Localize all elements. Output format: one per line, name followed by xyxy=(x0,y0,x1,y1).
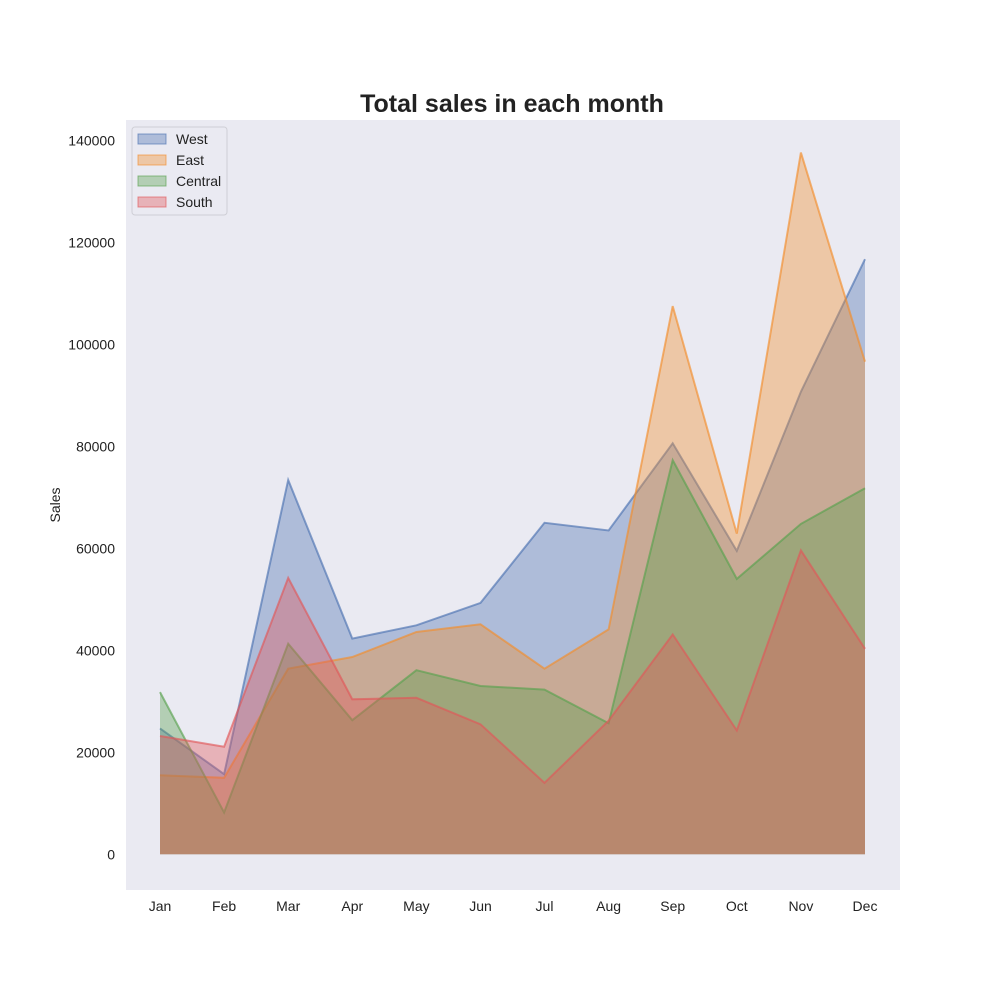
y-tick-label: 120000 xyxy=(68,234,115,250)
x-tick-label-mar: Mar xyxy=(276,898,300,914)
x-tick-label-nov: Nov xyxy=(788,898,813,914)
line-west xyxy=(159,258,866,776)
legend-swatch-west xyxy=(137,133,167,145)
x-tick-label-aug: Aug xyxy=(596,898,621,914)
series-areas xyxy=(159,152,866,855)
y-axis-ticks: 0 20000 40000 60000 80000 100000 120000 140000 xyxy=(68,132,115,862)
y-tick-label: 0 xyxy=(107,846,115,862)
area-south xyxy=(160,550,865,855)
y-tick-label: 20000 xyxy=(76,744,115,760)
y-tick-label: 140000 xyxy=(68,132,115,148)
area-east xyxy=(160,152,865,855)
legend-swatch-east xyxy=(137,154,167,166)
x-tick-label-oct: Oct xyxy=(726,898,748,914)
y-tick-label: 80000 xyxy=(76,438,115,454)
y-tick-label: 40000 xyxy=(76,642,115,658)
x-tick-label-apr: Apr xyxy=(341,898,363,914)
x-tick-label-jan: Jan xyxy=(149,898,172,914)
legend-label-east: East xyxy=(176,152,204,168)
y-axis-label: Sales xyxy=(47,487,63,522)
y-tick-label: 100000 xyxy=(68,336,115,352)
plot-area xyxy=(126,120,900,890)
line-central xyxy=(159,457,866,815)
area-west xyxy=(160,259,865,855)
legend: West East Central South xyxy=(131,126,228,216)
legend-swatch-south xyxy=(137,196,167,208)
x-tick-label-feb: Feb xyxy=(212,898,236,914)
x-tick-label-sep: Sep xyxy=(660,898,685,914)
x-tick-label-may: May xyxy=(403,898,429,914)
x-tick-label-jun: Jun xyxy=(469,898,492,914)
legend-frame xyxy=(131,126,228,216)
y-tick-label: 60000 xyxy=(76,540,115,556)
line-south xyxy=(159,548,866,785)
area-central xyxy=(160,460,865,855)
legend-label-central: Central xyxy=(176,173,221,189)
line-east xyxy=(159,152,866,779)
legend-swatch-central xyxy=(137,175,167,187)
x-tick-label-dec: Dec xyxy=(853,898,878,914)
legend-label-west: West xyxy=(176,131,208,147)
chart-title: Total sales in each month xyxy=(360,90,664,118)
x-axis-ticks: Jan Feb Mar Apr May Jun Jul Aug Sep Oct Nov Dec xyxy=(149,898,878,914)
x-tick-label-jul: Jul xyxy=(536,898,554,914)
legend-label-south: South xyxy=(176,194,213,210)
